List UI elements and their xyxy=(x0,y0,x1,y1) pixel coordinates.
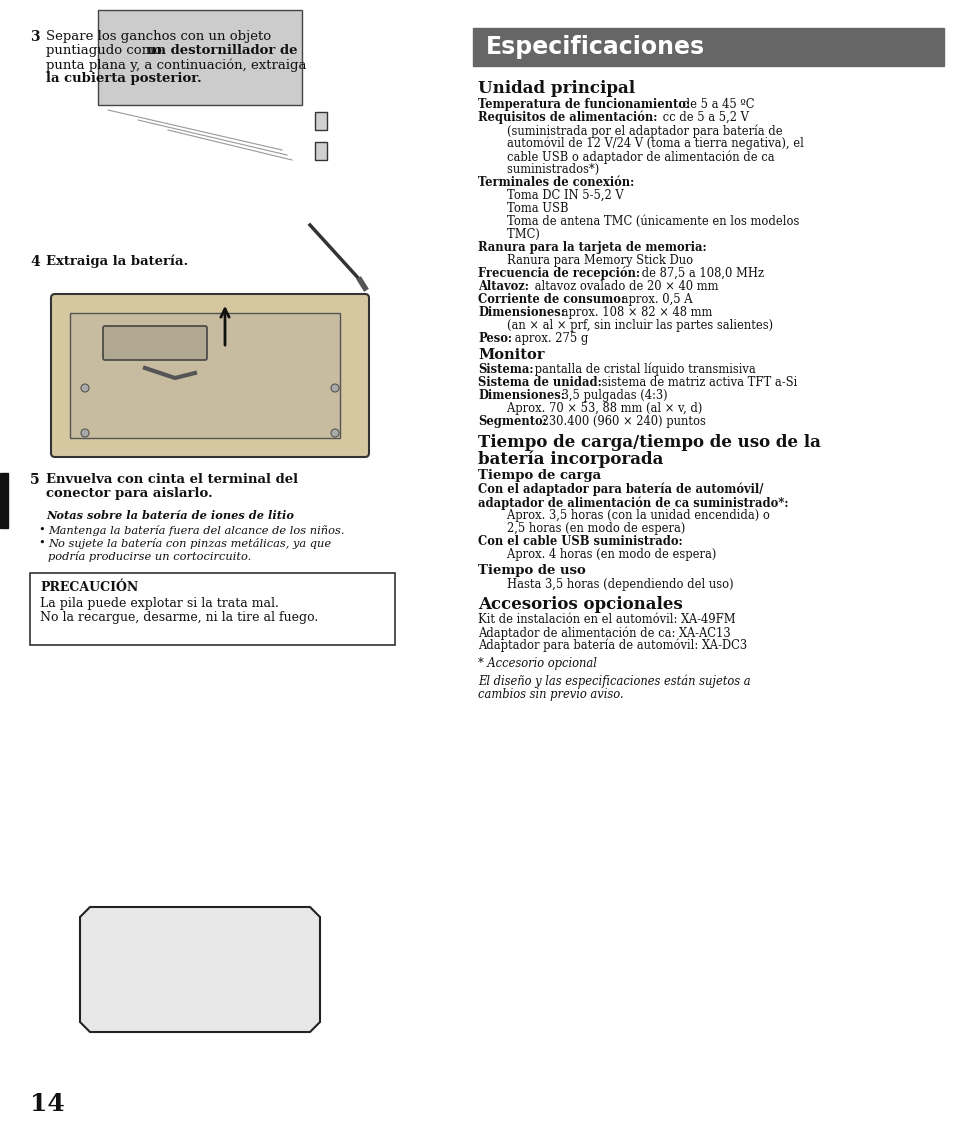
Text: Adaptador para batería de automóvil: XA-DC3: Adaptador para batería de automóvil: XA-… xyxy=(477,639,746,653)
Text: Temperatura de funcionamiento:: Temperatura de funcionamiento: xyxy=(477,98,689,110)
Text: Aprox. 70 × 53, 88 mm (al × v, d): Aprox. 70 × 53, 88 mm (al × v, d) xyxy=(477,402,701,415)
Text: aprox. 108 × 82 × 48 mm: aprox. 108 × 82 × 48 mm xyxy=(558,307,712,319)
Text: Adaptador de alimentación de ca: XA-AC13: Adaptador de alimentación de ca: XA-AC13 xyxy=(477,625,730,639)
Text: la cubierta posterior.: la cubierta posterior. xyxy=(46,72,201,85)
Text: Envuelva con cinta el terminal del: Envuelva con cinta el terminal del xyxy=(46,473,297,486)
Bar xyxy=(473,28,943,66)
Text: TMC): TMC) xyxy=(477,228,539,241)
Text: pantalla de cristal líquido transmisiva: pantalla de cristal líquido transmisiva xyxy=(531,363,756,376)
Text: 3: 3 xyxy=(30,30,40,44)
Text: 4: 4 xyxy=(30,255,40,269)
Text: cambios sin previo aviso.: cambios sin previo aviso. xyxy=(477,687,623,701)
Text: Extraiga la batería.: Extraiga la batería. xyxy=(46,255,188,268)
Text: Frecuencia de recepción:: Frecuencia de recepción: xyxy=(477,267,639,281)
Circle shape xyxy=(331,429,338,437)
Text: Corriente de consumo:: Corriente de consumo: xyxy=(477,293,624,307)
Text: conector para aislarlo.: conector para aislarlo. xyxy=(46,487,213,500)
Text: 2,5 horas (en modo de espera): 2,5 horas (en modo de espera) xyxy=(477,522,684,535)
Text: de 87,5 a 108,0 MHz: de 87,5 a 108,0 MHz xyxy=(638,267,763,279)
Text: Monitor: Monitor xyxy=(477,348,544,362)
Bar xyxy=(98,10,302,105)
Text: Tiempo de carga: Tiempo de carga xyxy=(477,469,600,482)
Text: Sistema:: Sistema: xyxy=(477,363,533,376)
Text: un destornillador de: un destornillador de xyxy=(147,44,297,57)
Text: Requisitos de alimentación:: Requisitos de alimentación: xyxy=(477,110,657,124)
Text: Accesorios opcionales: Accesorios opcionales xyxy=(477,596,682,613)
Text: puntiagudo como: puntiagudo como xyxy=(46,44,166,57)
Text: adaptador de alimentación de ca suministrado*:: adaptador de alimentación de ca suminist… xyxy=(477,496,788,509)
Text: Kit de instalación en el automóvil: XA-49FM: Kit de instalación en el automóvil: XA-4… xyxy=(477,613,735,625)
Text: 14: 14 xyxy=(30,1092,65,1116)
Text: La pila puede explotar si la trata mal.: La pila puede explotar si la trata mal. xyxy=(40,597,278,610)
Text: El diseño y las especificaciones están sujetos a: El diseño y las especificaciones están s… xyxy=(477,675,750,689)
Text: Mantenga la batería fuera del alcance de los niños.: Mantenga la batería fuera del alcance de… xyxy=(48,525,344,536)
Text: Dimensiones:: Dimensiones: xyxy=(477,307,564,319)
Text: * Accesorio opcional: * Accesorio opcional xyxy=(477,657,597,669)
Text: No sujete la batería con pinzas metálicas, ya que: No sujete la batería con pinzas metálica… xyxy=(48,538,331,549)
Bar xyxy=(70,313,339,438)
Bar xyxy=(314,112,327,130)
Text: automóvil de 12 V/24 V (toma a tierra negativa), el: automóvil de 12 V/24 V (toma a tierra ne… xyxy=(477,137,803,151)
Bar xyxy=(0,473,8,529)
FancyBboxPatch shape xyxy=(51,294,369,458)
Text: sistema de matriz activa TFT a-Si: sistema de matriz activa TFT a-Si xyxy=(598,376,797,389)
Text: batería incorporada: batería incorporada xyxy=(477,451,662,469)
Text: Toma USB: Toma USB xyxy=(477,202,568,215)
Text: No la recargue, desarme, ni la tire al fuego.: No la recargue, desarme, ni la tire al f… xyxy=(40,611,318,624)
Text: de 5 a 45 ºC: de 5 a 45 ºC xyxy=(678,98,753,110)
Text: Ranura para Memory Stick Duo: Ranura para Memory Stick Duo xyxy=(477,254,693,267)
Text: punta plana y, a continuación, extraiga: punta plana y, a continuación, extraiga xyxy=(46,57,306,71)
Text: Con el cable USB suministrado:: Con el cable USB suministrado: xyxy=(477,535,682,548)
Text: Terminales de conexión:: Terminales de conexión: xyxy=(477,176,634,189)
Text: suministrados*): suministrados*) xyxy=(477,163,598,176)
Text: PRECAUCIÓN: PRECAUCIÓN xyxy=(40,582,138,594)
Text: podría producirse un cortocircuito.: podría producirse un cortocircuito. xyxy=(48,551,251,562)
Circle shape xyxy=(331,384,338,392)
Circle shape xyxy=(81,384,89,392)
Text: aprox. 275 g: aprox. 275 g xyxy=(511,332,588,345)
Text: Dimensiones:: Dimensiones: xyxy=(477,389,564,402)
Text: Peso:: Peso: xyxy=(477,332,512,345)
Text: Ranura para la tarjeta de memoria:: Ranura para la tarjeta de memoria: xyxy=(477,241,706,254)
FancyBboxPatch shape xyxy=(103,326,207,360)
Text: 3,5 pulgadas (4:3): 3,5 pulgadas (4:3) xyxy=(558,389,667,402)
Text: Aprox. 4 horas (en modo de espera): Aprox. 4 horas (en modo de espera) xyxy=(477,548,716,561)
Text: •: • xyxy=(38,525,45,535)
Polygon shape xyxy=(80,907,319,1032)
Text: Notas sobre la batería de iones de litio: Notas sobre la batería de iones de litio xyxy=(46,511,294,521)
Text: altavoz ovalado de 20 × 40 mm: altavoz ovalado de 20 × 40 mm xyxy=(531,279,719,293)
Text: Tiempo de carga/tiempo de uso de la: Tiempo de carga/tiempo de uso de la xyxy=(477,434,820,451)
Text: Aprox. 3,5 horas (con la unidad encendida) o: Aprox. 3,5 horas (con la unidad encendid… xyxy=(477,509,769,522)
Text: cable USB o adaptador de alimentación de ca: cable USB o adaptador de alimentación de… xyxy=(477,150,774,163)
Text: Sistema de unidad:: Sistema de unidad: xyxy=(477,376,601,389)
Text: cc de 5 a 5,2 V: cc de 5 a 5,2 V xyxy=(658,110,747,124)
Text: Segmento:: Segmento: xyxy=(477,415,546,428)
Text: Hasta 3,5 horas (dependiendo del uso): Hasta 3,5 horas (dependiendo del uso) xyxy=(477,578,733,591)
Text: •: • xyxy=(38,538,45,548)
Text: (suministrada por el adaptador para batería de: (suministrada por el adaptador para bate… xyxy=(477,124,781,137)
Text: Toma DC IN 5-5,2 V: Toma DC IN 5-5,2 V xyxy=(477,189,623,202)
Text: Con el adaptador para batería de automóvil/: Con el adaptador para batería de automóv… xyxy=(477,483,762,497)
Text: 5: 5 xyxy=(30,473,40,487)
Text: Altavoz:: Altavoz: xyxy=(477,279,529,293)
Text: aprox. 0,5 A: aprox. 0,5 A xyxy=(618,293,692,307)
Text: Toma de antena TMC (únicamente en los modelos: Toma de antena TMC (únicamente en los mo… xyxy=(477,215,799,228)
Text: 230.400 (960 × 240) puntos: 230.400 (960 × 240) puntos xyxy=(537,415,705,428)
Bar xyxy=(314,142,327,160)
Text: (an × al × prf, sin incluir las partes salientes): (an × al × prf, sin incluir las partes s… xyxy=(477,319,772,332)
FancyBboxPatch shape xyxy=(30,573,395,645)
Text: Separe los ganchos con un objeto: Separe los ganchos con un objeto xyxy=(46,30,271,43)
Text: Tiempo de uso: Tiempo de uso xyxy=(477,564,585,577)
Circle shape xyxy=(81,429,89,437)
Text: Especificaciones: Especificaciones xyxy=(485,35,704,59)
Text: Unidad principal: Unidad principal xyxy=(477,80,635,97)
